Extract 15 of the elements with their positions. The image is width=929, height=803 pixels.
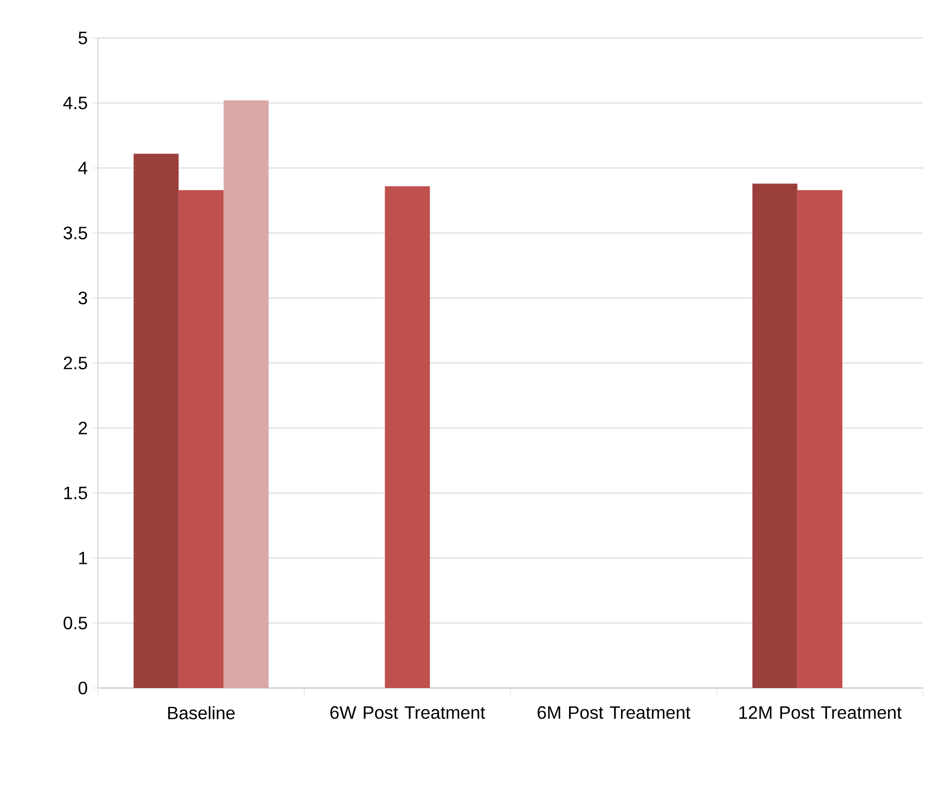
x-tick-label: 12M Post Treatment — [739, 706, 902, 719]
x-tick-label: Baseline — [168, 706, 235, 720]
y-tick-label: 2 — [78, 422, 87, 434]
x-tick-label: 6W Post Treatment — [330, 706, 486, 719]
y-tick-label: 0.5 — [64, 616, 88, 630]
y-tick-label: 1 — [79, 552, 87, 564]
y-tick-label: 3.5 — [64, 226, 88, 240]
x-tick-label: 6M Post Treatment — [538, 706, 690, 719]
y-tick-label: 0 — [78, 682, 88, 694]
y-tick-label: 1.5 — [64, 486, 88, 500]
y-tick-label: 5 — [78, 32, 88, 44]
y-tick-label: 2.5 — [64, 356, 88, 370]
y-tick-label: 4 — [78, 162, 88, 174]
y-tick-label: 3 — [78, 292, 88, 304]
y-tick-label: 4.5 — [63, 96, 88, 110]
